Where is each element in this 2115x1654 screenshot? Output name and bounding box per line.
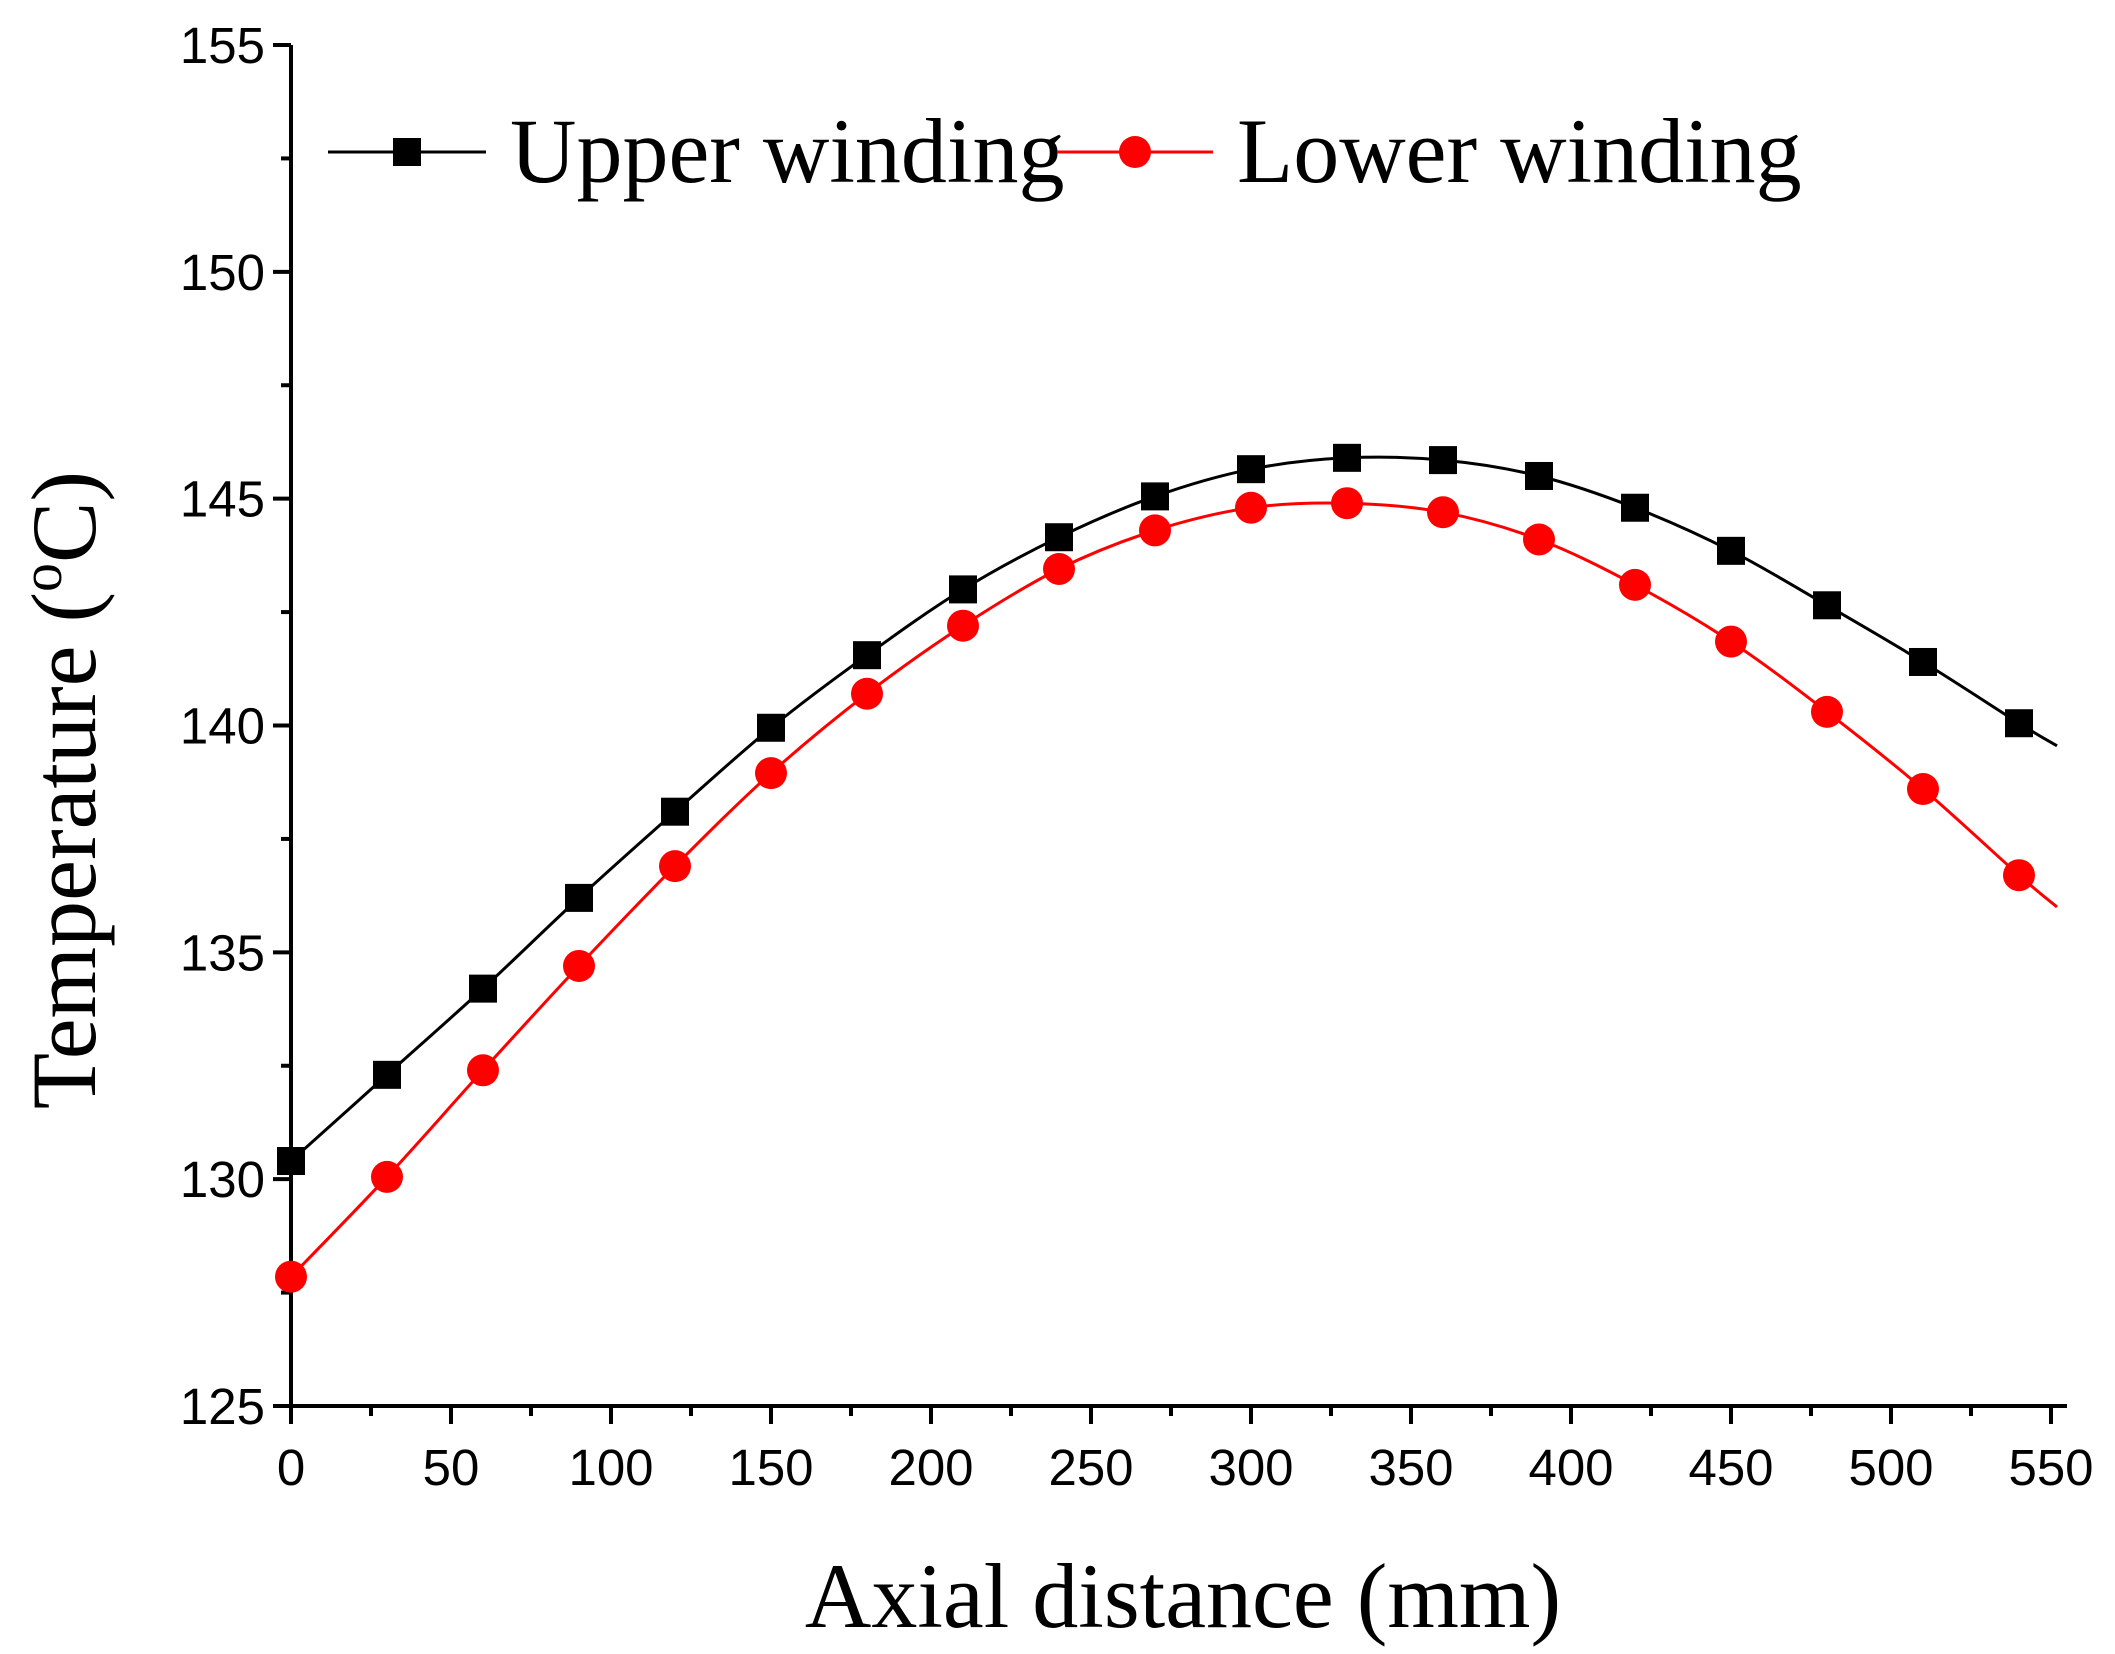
y-tick-label: 130 bbox=[180, 1151, 265, 1208]
x-tick-label: 450 bbox=[1688, 1439, 1773, 1496]
data-point bbox=[467, 1054, 499, 1087]
data-point bbox=[1043, 552, 1075, 585]
data-point bbox=[1909, 647, 1937, 676]
y-axis-title-unit: C) bbox=[13, 471, 115, 563]
data-point bbox=[853, 641, 881, 670]
data-point bbox=[1235, 491, 1267, 524]
data-point bbox=[2005, 709, 2033, 738]
data-point bbox=[1715, 625, 1747, 658]
legend-marker bbox=[393, 138, 421, 166]
legend-label: Upper winding bbox=[510, 100, 1064, 202]
y-tick-label: 150 bbox=[180, 244, 265, 301]
series-line bbox=[290, 455, 2058, 1163]
data-point bbox=[1045, 523, 1073, 552]
data-point bbox=[661, 797, 689, 826]
series-layer bbox=[275, 443, 2058, 1293]
x-axis-title: Axial distance (mm) bbox=[805, 1545, 1561, 1647]
legend-marker bbox=[1119, 136, 1151, 168]
y-tick-label: 155 bbox=[180, 17, 265, 74]
y-tick-label: 145 bbox=[180, 471, 265, 528]
axes: 0 50 100 150 200 250 300 350 400 450 500 550 125 130 1… bbox=[180, 17, 2094, 1496]
data-point bbox=[755, 757, 787, 790]
x-tick-label: 0 bbox=[277, 1439, 305, 1496]
data-point bbox=[1621, 493, 1649, 522]
data-point bbox=[563, 949, 595, 982]
data-point bbox=[1333, 443, 1361, 472]
legend: Upper winding Lower winding bbox=[328, 100, 1802, 202]
x-tick-label: 500 bbox=[1848, 1439, 1933, 1496]
legend-item-upper-winding: Upper winding bbox=[328, 100, 1064, 202]
data-point bbox=[275, 1260, 307, 1293]
data-point bbox=[371, 1160, 403, 1193]
data-point bbox=[1907, 773, 1939, 806]
x-tick-label: 250 bbox=[1048, 1439, 1133, 1496]
x-tick-label: 200 bbox=[888, 1439, 973, 1496]
x-tick-label: 100 bbox=[568, 1439, 653, 1496]
data-point bbox=[947, 609, 979, 642]
series-lower-winding bbox=[275, 487, 2058, 1293]
y-axis-title-sup: o bbox=[9, 563, 74, 592]
x-tick-label: 50 bbox=[423, 1439, 480, 1496]
data-point bbox=[1525, 461, 1553, 490]
data-point bbox=[659, 850, 691, 883]
data-point bbox=[1427, 496, 1459, 529]
y-axis-title-main: Temperature ( bbox=[13, 592, 115, 1109]
x-tick-label: 400 bbox=[1528, 1439, 1613, 1496]
data-point bbox=[851, 677, 883, 710]
data-point bbox=[1811, 695, 1843, 728]
data-point bbox=[1523, 523, 1555, 556]
data-point bbox=[373, 1060, 401, 1089]
data-point bbox=[1717, 536, 1745, 565]
data-point bbox=[277, 1147, 305, 1176]
y-tick-label: 135 bbox=[180, 924, 265, 981]
y-tick-label: 125 bbox=[180, 1378, 265, 1435]
y-tick-label: 140 bbox=[180, 698, 265, 755]
x-tick-label: 350 bbox=[1368, 1439, 1453, 1496]
data-point bbox=[1619, 568, 1651, 601]
data-point bbox=[1237, 455, 1265, 484]
data-point bbox=[949, 575, 977, 604]
data-point bbox=[757, 713, 785, 742]
legend-label: Lower winding bbox=[1237, 100, 1802, 202]
series-line bbox=[289, 501, 2058, 1278]
y-axis-title: Temperature (oC) bbox=[9, 471, 115, 1109]
data-point bbox=[2003, 859, 2035, 892]
data-point bbox=[565, 883, 593, 912]
x-tick-label: 150 bbox=[728, 1439, 813, 1496]
data-point bbox=[1331, 487, 1363, 520]
series-upper-winding bbox=[277, 443, 2058, 1176]
x-tick-label: 550 bbox=[2008, 1439, 2093, 1496]
data-point bbox=[1141, 482, 1169, 511]
data-point bbox=[469, 974, 497, 1003]
x-tick-label: 300 bbox=[1208, 1439, 1293, 1496]
legend-item-lower-winding: Lower winding bbox=[1057, 100, 1802, 202]
data-point bbox=[1429, 446, 1457, 475]
data-point bbox=[1813, 591, 1841, 620]
data-point bbox=[1139, 514, 1171, 547]
